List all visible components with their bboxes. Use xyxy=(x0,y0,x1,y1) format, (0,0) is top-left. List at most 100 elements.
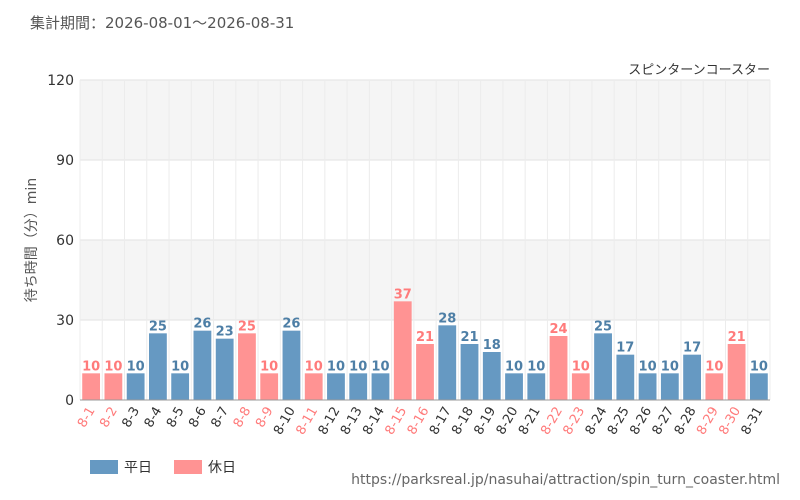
bar-value-label: 10 xyxy=(750,359,768,374)
bar-value-label: 10 xyxy=(705,359,723,374)
bar-8-27 xyxy=(660,373,679,400)
x-tick-label: 8-16 xyxy=(405,405,433,438)
bar-value-label: 10 xyxy=(104,359,122,374)
bar-value-label: 25 xyxy=(594,319,612,334)
bar-8-12 xyxy=(327,373,345,400)
bar-8-7 xyxy=(215,338,234,400)
x-tick-label: 8-29 xyxy=(694,405,722,438)
bar-chart: 10 10 10 25 10 26 23 25 10 26 10 10 10 10 37 21 28 21 18 10… xyxy=(24,63,771,438)
bar-8-16 xyxy=(416,344,434,400)
x-tick-labels: 8-18-28-38-48-58-68-78-88-98-108-118-128… xyxy=(75,404,766,437)
bar-8-31 xyxy=(749,373,768,400)
bar-8-20 xyxy=(505,373,523,400)
legend-label-weekday: 平日 xyxy=(124,460,152,476)
bar-labels: 10 10 10 25 10 26 23 25 10 26 10 10 10 10 37 21 28 21 18 10… xyxy=(82,287,768,374)
bar-8-6 xyxy=(193,330,212,400)
bar-value-label: 17 xyxy=(683,341,701,356)
x-tick-label: 8-5 xyxy=(164,405,188,431)
bar-value-label: 10 xyxy=(260,359,278,374)
bar-8-8 xyxy=(238,333,256,400)
bar-value-label: 10 xyxy=(82,359,100,374)
x-tick-label: 8-22 xyxy=(538,405,566,438)
y-axis-label: 待ち時間（分）min xyxy=(24,178,40,302)
bar-value-label: 10 xyxy=(639,359,657,374)
x-tick-label: 8-17 xyxy=(427,405,455,438)
bar-8-5 xyxy=(171,373,190,400)
x-tick-label: 8-3 xyxy=(120,405,144,431)
bar-value-label: 21 xyxy=(416,330,434,345)
bar-value-label: 18 xyxy=(483,338,501,353)
x-tick-label: 8-18 xyxy=(449,405,477,438)
bar-8-30 xyxy=(727,344,746,400)
bar-8-3 xyxy=(126,373,145,400)
bar-8-26 xyxy=(638,373,657,400)
y-tick-label: 90 xyxy=(56,153,74,169)
plot-band xyxy=(80,80,770,160)
bar-value-label: 10 xyxy=(371,359,389,374)
x-tick-label: 8-30 xyxy=(716,405,744,438)
x-tick-label: 8-14 xyxy=(360,405,388,438)
legend-swatch-weekday xyxy=(90,460,118,474)
bar-value-label: 10 xyxy=(327,359,345,374)
bar-value-label: 21 xyxy=(460,330,478,345)
x-tick-label: 8-26 xyxy=(627,405,655,438)
bar-value-label: 28 xyxy=(438,311,456,326)
chart-title: スピンターンコースター xyxy=(628,63,770,78)
x-tick-label: 8-25 xyxy=(605,405,633,438)
bar-value-label: 10 xyxy=(572,359,590,374)
legend-label-holiday: 休日 xyxy=(208,460,236,476)
x-tick-label: 8-24 xyxy=(583,405,611,438)
bar-value-label: 24 xyxy=(550,322,568,337)
bar-8-2 xyxy=(104,373,123,400)
bar-8-25 xyxy=(616,354,635,400)
x-tick-label: 8-10 xyxy=(271,405,299,438)
bar-8-24 xyxy=(594,333,612,400)
bar-8-18 xyxy=(460,344,479,400)
bar-8-14 xyxy=(371,373,390,400)
x-tick-label: 8-21 xyxy=(516,405,544,438)
bar-value-label: 23 xyxy=(216,325,234,340)
legend-item-weekday: 平日 xyxy=(90,457,152,477)
bar-8-23 xyxy=(571,373,590,400)
bar-value-label: 10 xyxy=(527,359,545,374)
bars xyxy=(82,301,768,400)
bar-value-label: 10 xyxy=(305,359,323,374)
x-tick-label: 8-28 xyxy=(672,405,700,438)
y-tick-label: 0 xyxy=(65,393,74,409)
y-tick-label: 60 xyxy=(56,233,74,249)
bar-value-label: 26 xyxy=(282,317,300,332)
bar-8-10 xyxy=(282,330,301,400)
bar-value-label: 37 xyxy=(394,287,412,302)
bar-value-label: 17 xyxy=(616,341,634,356)
legend-swatch-holiday xyxy=(174,460,202,474)
bar-8-9 xyxy=(260,373,279,400)
x-tick-label: 8-15 xyxy=(382,405,410,438)
x-tick-label: 8-1 xyxy=(75,405,99,431)
period-label: 集計期間：2026-08-01～2026-08-31 xyxy=(30,14,295,32)
bar-8-22 xyxy=(549,336,568,400)
y-tick-label: 30 xyxy=(56,313,74,329)
x-tick-label: 8-13 xyxy=(338,405,366,438)
bar-value-label: 10 xyxy=(127,359,145,374)
bar-value-label: 10 xyxy=(171,359,189,374)
bar-8-21 xyxy=(527,373,546,400)
x-tick-label: 8-7 xyxy=(209,405,233,431)
x-tick-label: 8-20 xyxy=(494,405,522,438)
x-tick-label: 8-4 xyxy=(142,405,166,431)
bar-value-label: 26 xyxy=(193,317,211,332)
bar-8-19 xyxy=(482,352,501,400)
source-url: https://parksreal.jp/nasuhai/attraction/… xyxy=(351,472,780,488)
plot-band xyxy=(80,160,770,240)
bar-8-29 xyxy=(705,373,724,400)
x-tick-label: 8-6 xyxy=(186,405,210,431)
x-tick-label: 8-23 xyxy=(561,405,589,438)
y-tick-labels: 0 30 60 90 120 xyxy=(47,73,74,409)
bar-8-17 xyxy=(438,325,457,400)
bar-8-11 xyxy=(304,373,323,400)
legend: 平日 休日 xyxy=(90,457,236,477)
x-tick-label: 8-12 xyxy=(316,405,344,438)
bar-value-label: 10 xyxy=(349,359,367,374)
bar-value-label: 25 xyxy=(149,319,167,334)
bar-value-label: 10 xyxy=(661,359,679,374)
x-tick-label: 8-31 xyxy=(739,405,767,438)
